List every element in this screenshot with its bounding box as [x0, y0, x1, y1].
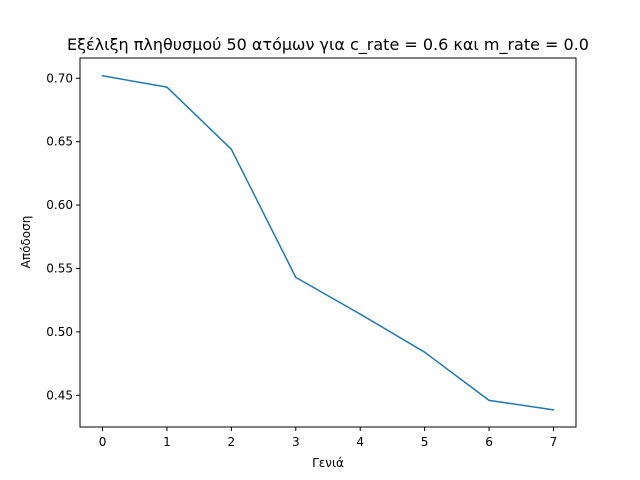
y-tick-label: 0.55: [46, 261, 73, 275]
x-tick-label: 4: [356, 435, 364, 449]
y-tick-label: 0.45: [46, 388, 73, 402]
data-point: [423, 351, 426, 353]
y-tick-label: 0.65: [46, 135, 73, 149]
axis-ticks: 0 1 2 3 4 5 6 7 0.45 0.50 0.55 0.60 0.65 0.70: [46, 71, 557, 449]
plot-frame: [79, 57, 577, 428]
data-point: [294, 276, 297, 279]
series-group: [101, 74, 555, 411]
x-tick-label: 0: [99, 435, 107, 449]
data-point: [359, 313, 362, 315]
data-point: [488, 399, 490, 402]
y-tick-label: 0.60: [46, 198, 73, 212]
x-axis-label: Γενιά: [312, 456, 344, 470]
x-tick-label: 1: [163, 435, 171, 449]
x-tick-label: 2: [228, 435, 236, 449]
data-point: [230, 148, 233, 151]
data-point: [101, 74, 104, 77]
x-tick-label: 5: [421, 435, 429, 449]
data-point: [166, 86, 168, 88]
x-tick-label: 3: [292, 435, 300, 449]
y-tick-label: 0.50: [46, 325, 73, 339]
y-axis-label: Απόδοση: [19, 216, 33, 269]
x-tick-label: 6: [485, 435, 493, 449]
y-tick-label: 0.70: [46, 71, 73, 85]
series-line: [102, 75, 554, 411]
data-point: [552, 409, 555, 411]
chart-title: Εξέλιξη πληθυσμού 50 ατόμων για c_rate =…: [67, 35, 589, 55]
x-tick-label: 7: [550, 435, 558, 449]
